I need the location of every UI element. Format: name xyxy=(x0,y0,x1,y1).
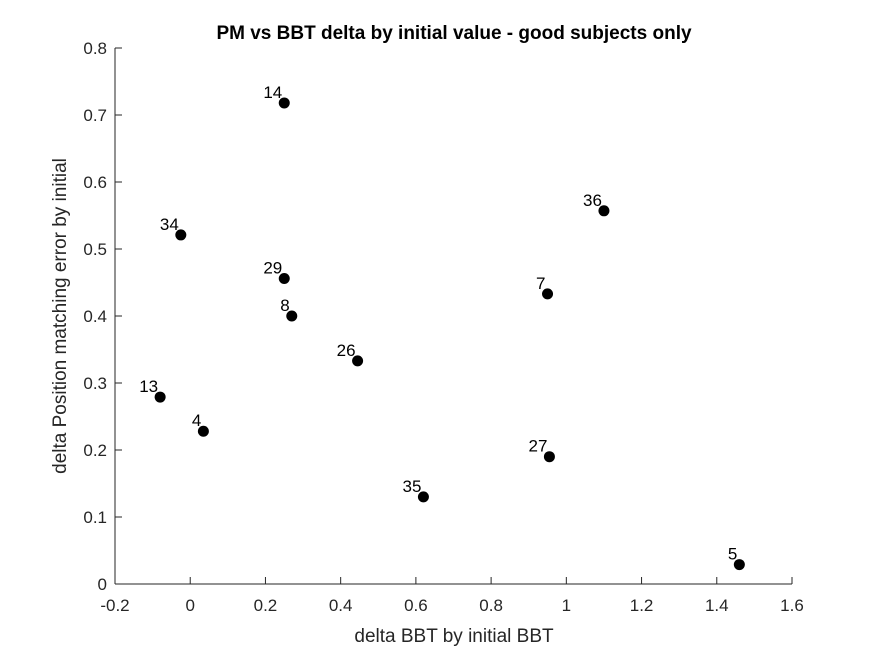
data-point xyxy=(286,310,298,322)
data-point-label: 13 xyxy=(139,377,158,396)
y-ticks: 0 0.1 0.2 0.3 0.4 0.5 0.6 0.7 0.8 xyxy=(83,39,122,594)
data-point-label: 34 xyxy=(160,215,179,234)
y-tick-label: 0.4 xyxy=(83,307,107,326)
x-tick-label: 0.6 xyxy=(404,596,428,615)
y-tick-label: 0 xyxy=(98,575,107,594)
y-axis-label: delta Position matching error by initial xyxy=(50,158,71,474)
data-point-label: 26 xyxy=(337,341,356,360)
x-ticks: -0.2 0 0.2 0.4 0.6 0.8 1 1.2 1.4 1.6 xyxy=(100,577,804,615)
x-tick-label: 1.2 xyxy=(630,596,654,615)
axes xyxy=(114,48,792,585)
y-tick-label: 0.5 xyxy=(83,240,107,259)
data-point xyxy=(542,288,554,300)
data-point-label: 35 xyxy=(402,477,421,496)
x-tick-label: 0.8 xyxy=(479,596,503,615)
data-point xyxy=(733,559,745,571)
y-tick-label: 0.1 xyxy=(83,508,107,527)
y-tick-label: 0.8 xyxy=(83,39,107,58)
x-tick-label: 0.4 xyxy=(329,596,353,615)
data-point-label: 27 xyxy=(528,437,547,456)
data-point xyxy=(417,491,429,503)
x-axis-label: delta BBT by initial BBT xyxy=(354,626,554,647)
data-point-label: 4 xyxy=(192,411,201,430)
data-point xyxy=(154,391,166,403)
data-point-label: 14 xyxy=(263,83,282,102)
y-tick-label: 0.3 xyxy=(83,374,107,393)
data-point xyxy=(598,205,610,217)
x-tick-label: -0.2 xyxy=(100,596,129,615)
data-point xyxy=(197,425,209,437)
x-tick-label: 1 xyxy=(562,596,571,615)
x-tick-label: 0.2 xyxy=(254,596,278,615)
data-point xyxy=(352,355,364,367)
x-tick-label: 0 xyxy=(185,596,194,615)
x-tick-label: 1.4 xyxy=(705,596,729,615)
data-point-label: 7 xyxy=(536,274,545,293)
data-point-label: 29 xyxy=(263,258,282,277)
chart-title: PM vs BBT delta by initial value - good … xyxy=(216,23,692,44)
data-point xyxy=(278,272,290,284)
y-tick-label: 0.6 xyxy=(83,173,107,192)
data-point xyxy=(175,229,187,241)
data-point xyxy=(278,97,290,109)
data-point-label: 36 xyxy=(583,191,602,210)
data-point-label: 5 xyxy=(728,545,737,564)
x-tick-label: 1.6 xyxy=(780,596,804,615)
data-point xyxy=(543,451,555,463)
data-point-label: 8 xyxy=(280,296,289,315)
y-tick-label: 0.2 xyxy=(83,441,107,460)
data-points: 14 36 34 29 7 8 26 13 4 27 35 5 xyxy=(139,83,745,571)
y-tick-label: 0.7 xyxy=(83,106,107,125)
